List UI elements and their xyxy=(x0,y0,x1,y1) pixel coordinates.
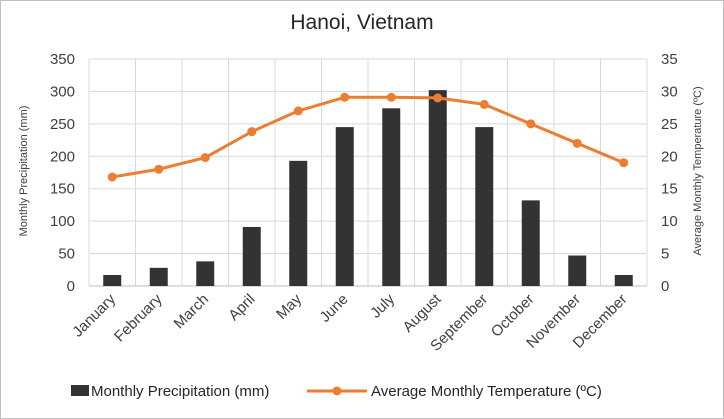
precipitation-bar xyxy=(289,160,308,286)
precipitation-bar xyxy=(428,90,447,286)
temperature-point xyxy=(526,119,536,129)
precipitation-bars xyxy=(103,90,633,286)
x-axis-tick-label: July xyxy=(367,290,398,321)
temperature-line-layer xyxy=(107,92,629,182)
left-axis-tick-label: 100 xyxy=(50,213,75,230)
legend-temperature-marker xyxy=(332,386,342,396)
precipitation-bar xyxy=(521,200,540,286)
left-axis-tick-label: 300 xyxy=(50,83,75,100)
legend: Monthly Precipitation (mm) Average Month… xyxy=(71,383,602,400)
temperature-point xyxy=(433,93,443,103)
right-axis-tick-label: 5 xyxy=(661,246,669,263)
precipitation-bar xyxy=(149,267,168,286)
right-axis-tick-label: 10 xyxy=(661,213,678,230)
gridlines xyxy=(88,58,648,287)
left-axis-tick-label: 150 xyxy=(50,181,75,198)
temperature-point xyxy=(340,92,350,102)
left-axis-tick-label: 250 xyxy=(50,116,75,133)
temperature-point xyxy=(572,138,582,148)
right-axis-tick-label: 25 xyxy=(661,116,678,133)
temperature-point xyxy=(154,164,164,174)
legend-precipitation-label: Monthly Precipitation (mm) xyxy=(91,383,269,400)
x-axis-tick-label: April xyxy=(225,291,258,324)
left-axis-ticks: 0 50 100 150 200 250 300 350 xyxy=(50,51,75,295)
x-axis-tick-label: June xyxy=(317,291,352,326)
left-axis-tick-label: 350 xyxy=(50,51,75,68)
x-axis-tick-label: February xyxy=(111,290,166,345)
right-axis-tick-label: 30 xyxy=(661,83,678,100)
temperature-point xyxy=(479,99,489,109)
x-axis-tick-label: May xyxy=(273,290,305,322)
right-axis-ticks: 0 5 10 15 20 25 30 35 xyxy=(661,51,678,295)
right-axis-title: Average Monthly Temperature (ºC) xyxy=(692,86,704,255)
precipitation-bar xyxy=(614,274,633,286)
temperature-point xyxy=(107,172,117,182)
left-axis-tick-label: 50 xyxy=(58,246,75,263)
precipitation-bar xyxy=(382,108,401,286)
temperature-line xyxy=(112,95,625,179)
temperature-point xyxy=(293,106,303,116)
precipitation-bar xyxy=(103,274,122,286)
right-axis-tick-label: 35 xyxy=(661,51,678,68)
precipitation-bar xyxy=(242,226,261,286)
left-axis-tick-label: 200 xyxy=(50,148,75,165)
x-axis-tick-label: March xyxy=(171,291,212,332)
left-axis-tick-label: 0 xyxy=(67,278,75,295)
precipitation-bar xyxy=(335,127,354,286)
chart-title: Hanoi, Vietnam xyxy=(290,11,433,34)
precipitation-bar xyxy=(196,261,215,286)
legend-precipitation-swatch xyxy=(71,385,89,396)
temperature-point xyxy=(247,127,257,137)
right-axis-tick-label: 15 xyxy=(661,181,678,198)
left-axis-title: Monthly Precipitation (mm) xyxy=(18,106,30,237)
legend-temperature-label: Average Monthly Temperature (ºC) xyxy=(371,383,602,400)
x-axis-tick-label: August xyxy=(400,290,446,336)
temperature-point xyxy=(386,92,396,102)
right-axis-tick-label: 0 xyxy=(661,278,669,295)
right-axis-tick-label: 20 xyxy=(661,148,678,165)
temperature-point xyxy=(200,153,210,163)
precipitation-bar xyxy=(568,255,587,286)
precipitation-bar xyxy=(475,127,494,286)
temperature-point xyxy=(619,158,629,168)
